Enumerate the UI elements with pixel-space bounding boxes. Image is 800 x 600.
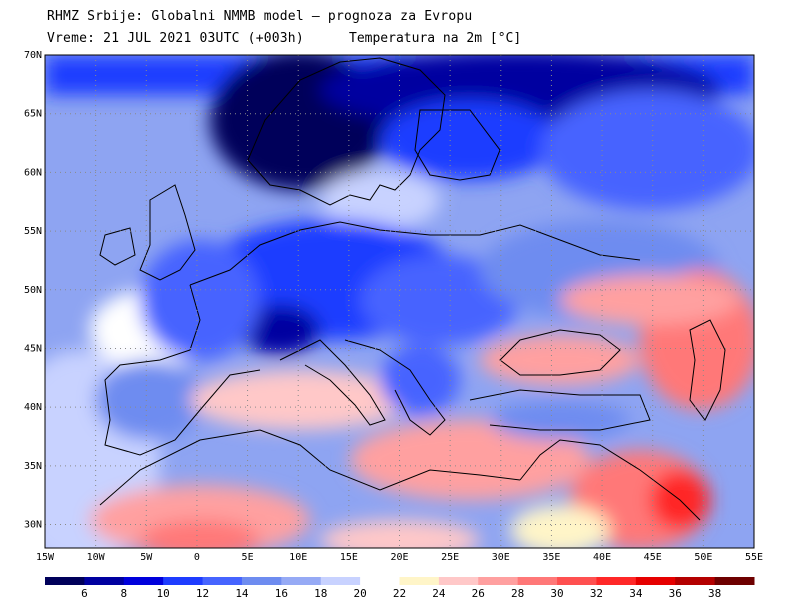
colorbar-swatch bbox=[399, 577, 440, 585]
colorbar-swatch bbox=[596, 577, 637, 585]
colorbar-swatch bbox=[478, 577, 519, 585]
forecast-time: Vreme: 21 JUL 2021 03UTC (+003h) bbox=[47, 31, 304, 46]
latitude-label: 45N bbox=[24, 343, 42, 354]
longitude-label: 15E bbox=[340, 552, 358, 563]
colorbar-swatch bbox=[84, 577, 125, 585]
colorbar-label: 14 bbox=[235, 587, 249, 600]
colorbar-swatch bbox=[557, 577, 597, 585]
temperature-field bbox=[45, 55, 754, 548]
longitude-label: 10E bbox=[289, 552, 307, 563]
colorbar-label: 32 bbox=[590, 587, 603, 600]
latitude-label: 30N bbox=[24, 520, 42, 531]
map-title: RHMZ Srbije: Globalni NMMB model — progn… bbox=[47, 9, 473, 24]
latitude-label: 35N bbox=[24, 461, 42, 472]
colorbar-swatch bbox=[635, 577, 676, 585]
colorbar-label: 36 bbox=[669, 587, 682, 600]
colorbar-swatch bbox=[360, 577, 400, 585]
longitude-label: 45E bbox=[644, 552, 662, 563]
latitude-labels: 70N 65N 60N 55N 50N 45N 40N 35N 30N bbox=[24, 50, 42, 531]
colorbar-swatch bbox=[163, 577, 204, 585]
longitude-label: 15W bbox=[36, 552, 55, 563]
colorbar-swatch bbox=[675, 577, 716, 585]
longitude-label: 35E bbox=[542, 552, 560, 563]
colorbar-swatch bbox=[517, 577, 558, 585]
longitude-label: 40E bbox=[593, 552, 611, 563]
colorbar-label: 12 bbox=[196, 587, 209, 600]
colorbar: 6 8 10 12 14 16 18 20 22 24 26 28 30 32 34 36 38 bbox=[45, 577, 755, 600]
colorbar-swatch bbox=[281, 577, 322, 585]
colorbar-label: 10 bbox=[157, 587, 170, 600]
longitude-label: 10W bbox=[87, 552, 106, 563]
variable-name: Temperatura na 2m [°C] bbox=[349, 31, 522, 46]
longitude-label: 20E bbox=[390, 552, 408, 563]
latitude-label: 60N bbox=[24, 167, 42, 178]
colorbar-swatch bbox=[202, 577, 243, 585]
colorbar-label: 18 bbox=[314, 587, 327, 600]
colorbar-swatch bbox=[320, 577, 361, 585]
colorbar-label: 8 bbox=[120, 587, 127, 600]
colorbar-label: 24 bbox=[432, 587, 446, 600]
colorbar-swatch bbox=[438, 577, 479, 585]
longitude-label: 55E bbox=[745, 552, 763, 563]
longitude-label: 25E bbox=[441, 552, 459, 563]
latitude-label: 70N bbox=[24, 50, 42, 61]
latitude-label: 55N bbox=[24, 226, 42, 237]
colorbar-label: 20 bbox=[353, 587, 366, 600]
colorbar-swatch bbox=[45, 577, 85, 585]
latitude-label: 40N bbox=[24, 402, 42, 413]
map-frame bbox=[44, 54, 755, 549]
longitude-label: 0 bbox=[194, 552, 200, 563]
latitude-label: 50N bbox=[24, 285, 42, 296]
colorbar-label: 26 bbox=[472, 587, 485, 600]
longitude-label: 5W bbox=[140, 552, 153, 563]
colorbar-label: 34 bbox=[629, 587, 643, 600]
latitude-label: 65N bbox=[24, 109, 42, 120]
coastlines bbox=[99, 57, 726, 521]
longitude-label: 50E bbox=[694, 552, 712, 563]
colorbar-label: 22 bbox=[393, 587, 406, 600]
longitude-labels: 15W 10W 5W 0 5E 10E 15E 20E 25E 30E 35E 40E 45E 50E 55… bbox=[36, 552, 763, 563]
longitude-label: 30E bbox=[492, 552, 510, 563]
colorbar-swatch bbox=[241, 577, 282, 585]
colorbar-label: 16 bbox=[275, 587, 288, 600]
colorbar-swatch bbox=[714, 577, 755, 585]
colorbar-label: 38 bbox=[708, 587, 721, 600]
colorbar-label: 6 bbox=[81, 587, 88, 600]
colorbar-label: 30 bbox=[550, 587, 563, 600]
colorbar-swatch bbox=[123, 577, 164, 585]
longitude-label: 5E bbox=[242, 552, 254, 563]
colorbar-label: 28 bbox=[511, 587, 524, 600]
